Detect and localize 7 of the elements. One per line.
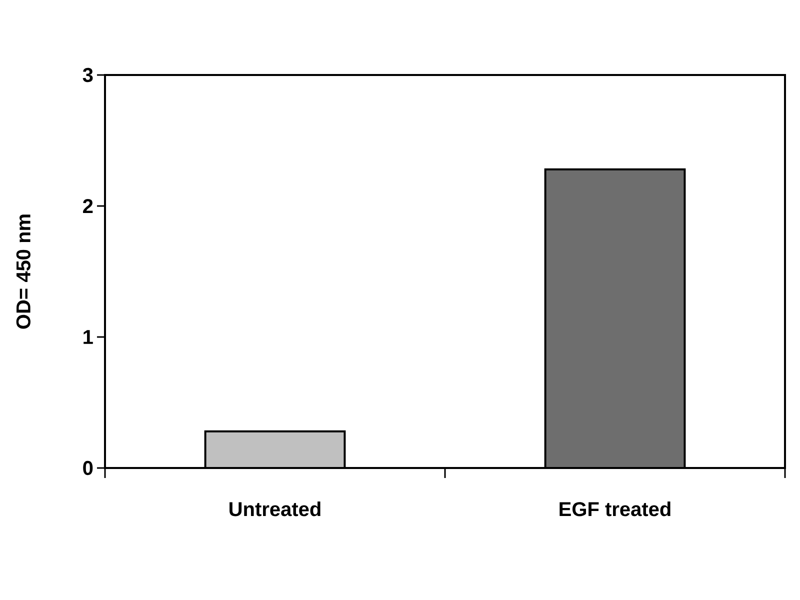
y-axis-title: OD= 450 nm xyxy=(16,214,30,329)
y-tick-label: 1 xyxy=(84,330,93,344)
y-tick-label: 0 xyxy=(83,460,93,476)
y-tick-label: 2 xyxy=(83,199,93,213)
x-tick-label: Untreated xyxy=(230,502,320,516)
x-tick-label: EGF treated xyxy=(560,502,670,516)
y-tick-label: 3 xyxy=(82,68,93,82)
